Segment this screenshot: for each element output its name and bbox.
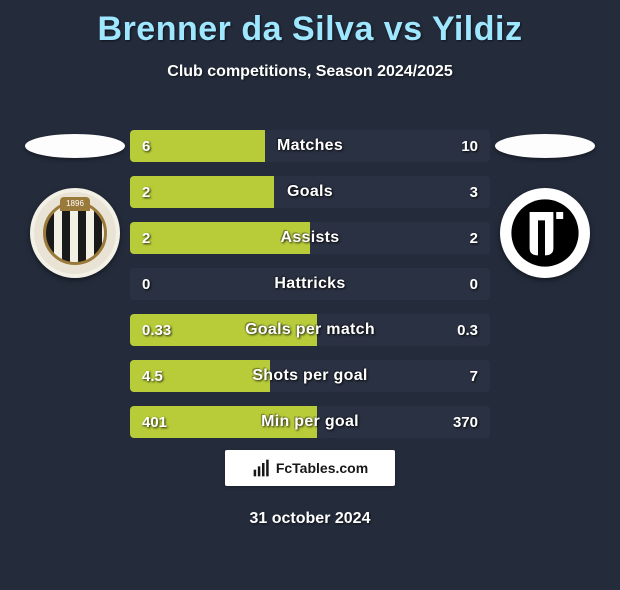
stat-row: Goals per match0.33 0.3 (130, 314, 490, 346)
udinese-crest: 1896 (43, 201, 107, 265)
right-team-oval (495, 134, 595, 158)
stat-value-left: 6 (142, 130, 150, 162)
crest-year: 1896 (60, 197, 90, 211)
stat-label: Matches (130, 130, 490, 162)
stat-label: Goals per match (130, 314, 490, 346)
right-team-badge (500, 188, 590, 278)
stat-value-right: 0.3 (457, 314, 478, 346)
stat-value-left: 401 (142, 406, 167, 438)
stat-label: Goals (130, 176, 490, 208)
stat-value-right: 2 (470, 222, 478, 254)
stat-row: Hattricks0 0 (130, 268, 490, 300)
stat-row: Assists2 2 (130, 222, 490, 254)
left-team-badge: 1896 (30, 188, 120, 278)
stat-label: Hattricks (130, 268, 490, 300)
page-date: 31 october 2024 (0, 510, 620, 528)
stat-row: Shots per goal4.5 7 (130, 360, 490, 392)
stat-value-left: 0.33 (142, 314, 171, 346)
left-team-column: 1896 (20, 130, 130, 510)
stat-row: Matches6 10 (130, 130, 490, 162)
right-team-column (490, 130, 600, 510)
stat-label: Assists (130, 222, 490, 254)
stat-row: Goals2 3 (130, 176, 490, 208)
stat-value-left: 2 (142, 176, 150, 208)
stat-value-left: 0 (142, 268, 150, 300)
stat-value-right: 10 (461, 130, 478, 162)
stat-value-right: 7 (470, 360, 478, 392)
stat-row: Min per goal401 370 (130, 406, 490, 438)
juventus-crest (510, 198, 580, 268)
stat-value-left: 4.5 (142, 360, 163, 392)
stat-value-right: 370 (453, 406, 478, 438)
chart-icon (252, 458, 272, 478)
stat-label: Min per goal (130, 406, 490, 438)
stat-value-left: 2 (142, 222, 150, 254)
stat-label: Shots per goal (130, 360, 490, 392)
footer-label: FcTables.com (276, 460, 368, 476)
footer-watermark: FcTables.com (225, 450, 395, 486)
stat-value-right: 0 (470, 268, 478, 300)
stat-value-right: 3 (470, 176, 478, 208)
page-title: Brenner da Silva vs Yildiz (0, 10, 620, 49)
page-subtitle: Club competitions, Season 2024/2025 (0, 63, 620, 81)
left-team-oval (25, 134, 125, 158)
